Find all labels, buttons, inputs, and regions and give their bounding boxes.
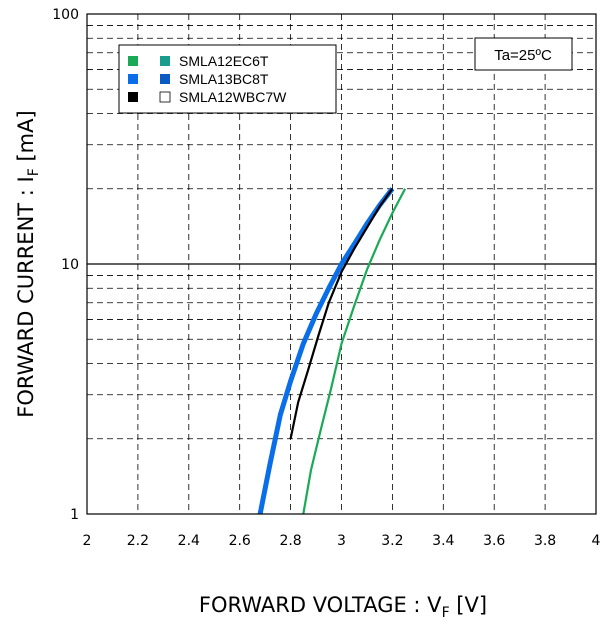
y-axis-title-sub: F bbox=[26, 168, 42, 176]
legend-swatch-line bbox=[128, 74, 138, 84]
x-tick-label: 2.2 bbox=[127, 533, 149, 549]
grid bbox=[87, 14, 596, 514]
legend-label: SMLA12WBC7W bbox=[179, 89, 287, 105]
x-tick-label: 2.6 bbox=[229, 533, 251, 549]
x-axis-title-unit: [V] bbox=[450, 593, 487, 617]
y-tick-label: 10 bbox=[61, 257, 79, 273]
series-line-smla12wbc7w bbox=[289, 188, 394, 439]
x-tick-label: 4 bbox=[592, 533, 601, 549]
y-tick-label: 1 bbox=[70, 507, 79, 523]
x-tick-labels: 2 2.2 2.4 2.6 2.8 3 3.2 3.4 3.6 3.8 4 bbox=[83, 533, 601, 549]
condition-text: Ta=25ºC bbox=[494, 47, 552, 64]
legend: SMLA12EC6T SMLA13BC8T SMLA12WBC7W bbox=[118, 44, 337, 114]
legend-swatch-line bbox=[128, 56, 138, 66]
y-axis-title-unit: [mA] bbox=[14, 110, 38, 168]
legend-swatch-marker bbox=[160, 74, 170, 84]
condition-box bbox=[474, 37, 573, 71]
plot-frame bbox=[86, 13, 597, 515]
x-tick-label: 3.4 bbox=[432, 533, 454, 549]
data-curves bbox=[257, 187, 407, 515]
x-axis-title-sub: F bbox=[442, 605, 450, 621]
condition-note: Ta=25ºC bbox=[474, 37, 573, 71]
y-tick-label: 100 bbox=[52, 7, 79, 23]
legend-box bbox=[118, 44, 337, 114]
x-tick-label: 3.2 bbox=[381, 533, 403, 549]
legend-swatch-marker bbox=[159, 91, 171, 103]
x-tick-label: 2.8 bbox=[279, 533, 301, 549]
x-axis-title-main: FORWARD VOLTAGE : V bbox=[199, 593, 442, 617]
legend-swatch-marker bbox=[160, 56, 170, 66]
y-axis-title: FORWARD CURRENT : IF [mA] bbox=[14, 110, 42, 417]
x-tick-label: 3.8 bbox=[534, 533, 556, 549]
legend-items: SMLA12EC6T SMLA13BC8T SMLA12WBC7W bbox=[128, 53, 287, 105]
series-line-smla12ec6t bbox=[302, 188, 407, 515]
legend-label: SMLA13BC8T bbox=[179, 71, 269, 87]
legend-swatch-line bbox=[128, 92, 138, 102]
x-tick-label: 2.4 bbox=[178, 533, 200, 549]
x-tick-label: 3.6 bbox=[483, 533, 505, 549]
legend-label: SMLA12EC6T bbox=[179, 53, 269, 69]
x-axis-title: FORWARD VOLTAGE : VF [V] bbox=[199, 593, 487, 621]
y-axis-title-main: FORWARD CURRENT : I bbox=[14, 176, 38, 417]
x-tick-label: 3 bbox=[337, 533, 346, 549]
y-tick-labels: 1 10 100 bbox=[52, 7, 79, 523]
series-line-smla13bc8t bbox=[257, 187, 395, 515]
x-tick-label: 2 bbox=[83, 533, 92, 549]
